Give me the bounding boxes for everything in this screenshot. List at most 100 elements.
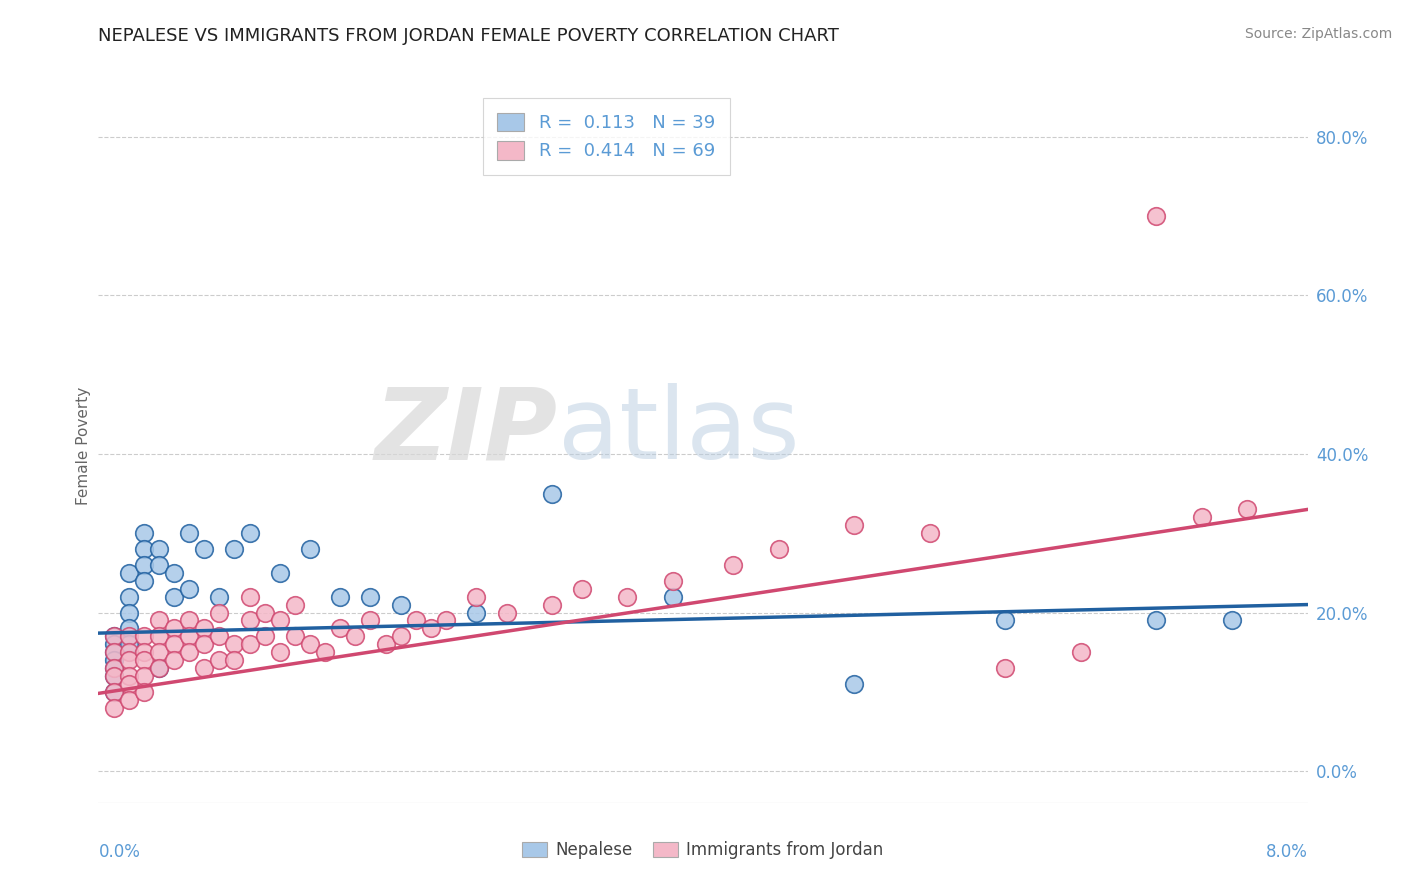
- Point: [224, 637, 246, 651]
- Point: [132, 669, 155, 683]
- Point: [918, 526, 941, 541]
- Point: [208, 590, 231, 604]
- Text: atlas: atlas: [558, 384, 800, 480]
- Point: [420, 621, 443, 635]
- Point: [103, 637, 125, 651]
- Point: [540, 486, 562, 500]
- Point: [148, 629, 170, 643]
- Point: [994, 614, 1017, 628]
- Point: [179, 526, 201, 541]
- Point: [163, 621, 186, 635]
- Point: [103, 661, 125, 675]
- Point: [253, 606, 276, 620]
- Point: [132, 645, 155, 659]
- Point: [269, 614, 291, 628]
- Point: [360, 590, 382, 604]
- Point: [284, 598, 307, 612]
- Point: [118, 677, 141, 691]
- Text: 8.0%: 8.0%: [1265, 843, 1308, 861]
- Point: [118, 669, 141, 683]
- Point: [148, 661, 170, 675]
- Point: [118, 637, 141, 651]
- Point: [103, 645, 125, 659]
- Point: [224, 542, 246, 557]
- Point: [844, 677, 866, 691]
- Point: [132, 653, 155, 667]
- Point: [405, 614, 427, 628]
- Point: [193, 637, 215, 651]
- Point: [118, 692, 141, 706]
- Point: [360, 614, 382, 628]
- Point: [179, 645, 201, 659]
- Point: [208, 629, 231, 643]
- Point: [616, 590, 638, 604]
- Point: [344, 629, 367, 643]
- Point: [118, 645, 141, 659]
- Text: ZIP: ZIP: [375, 384, 558, 480]
- Point: [132, 558, 155, 572]
- Point: [1146, 614, 1168, 628]
- Point: [103, 669, 125, 683]
- Y-axis label: Female Poverty: Female Poverty: [76, 387, 91, 505]
- Point: [253, 629, 276, 643]
- Point: [329, 590, 352, 604]
- Point: [434, 614, 457, 628]
- Point: [284, 629, 307, 643]
- Point: [465, 590, 488, 604]
- Point: [179, 582, 201, 596]
- Point: [118, 621, 141, 635]
- Point: [103, 653, 125, 667]
- Point: [269, 566, 291, 580]
- Point: [103, 629, 125, 643]
- Point: [179, 629, 201, 643]
- Point: [118, 629, 141, 643]
- Point: [132, 574, 155, 588]
- Point: [389, 629, 412, 643]
- Point: [148, 558, 170, 572]
- Point: [1070, 645, 1092, 659]
- Point: [179, 614, 201, 628]
- Point: [208, 606, 231, 620]
- Point: [768, 542, 790, 557]
- Point: [1236, 502, 1258, 516]
- Text: Source: ZipAtlas.com: Source: ZipAtlas.com: [1244, 27, 1392, 41]
- Point: [239, 526, 262, 541]
- Point: [208, 653, 231, 667]
- Point: [148, 661, 170, 675]
- Point: [103, 685, 125, 699]
- Point: [103, 669, 125, 683]
- Point: [103, 645, 125, 659]
- Point: [193, 661, 215, 675]
- Point: [239, 590, 262, 604]
- Point: [163, 590, 186, 604]
- Legend: Nepalese, Immigrants from Jordan: Nepalese, Immigrants from Jordan: [516, 835, 890, 866]
- Point: [132, 542, 155, 557]
- Point: [193, 542, 215, 557]
- Point: [132, 685, 155, 699]
- Point: [329, 621, 352, 635]
- Text: NEPALESE VS IMMIGRANTS FROM JORDAN FEMALE POVERTY CORRELATION CHART: NEPALESE VS IMMIGRANTS FROM JORDAN FEMAL…: [98, 27, 839, 45]
- Point: [1220, 614, 1243, 628]
- Point: [1146, 209, 1168, 223]
- Point: [103, 629, 125, 643]
- Point: [103, 700, 125, 714]
- Point: [389, 598, 412, 612]
- Point: [193, 621, 215, 635]
- Point: [132, 526, 155, 541]
- Point: [299, 637, 322, 651]
- Point: [374, 637, 396, 651]
- Point: [465, 606, 488, 620]
- Point: [163, 637, 186, 651]
- Point: [239, 637, 262, 651]
- Point: [103, 661, 125, 675]
- Point: [723, 558, 745, 572]
- Point: [994, 661, 1017, 675]
- Point: [163, 653, 186, 667]
- Point: [163, 566, 186, 580]
- Text: 0.0%: 0.0%: [98, 843, 141, 861]
- Point: [118, 606, 141, 620]
- Point: [314, 645, 336, 659]
- Point: [844, 518, 866, 533]
- Point: [540, 598, 562, 612]
- Point: [118, 590, 141, 604]
